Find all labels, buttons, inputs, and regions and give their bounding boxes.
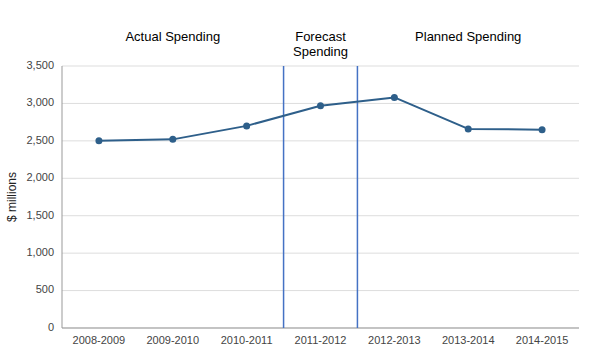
y-tick-label: 3,000 (26, 96, 54, 108)
grid-line (62, 328, 579, 329)
line (99, 97, 542, 140)
grid-line (62, 66, 579, 67)
annotation: ForecastSpending (293, 29, 348, 59)
x-axis: 2008-2009 2009-2010 2010-2011 2011-2012 2012… (73, 334, 569, 346)
reference-line (283, 66, 285, 328)
chart-container: 0 500 1,000 1,500 2,000 2,500 3,000 3,500 2008-2… (0, 0, 595, 362)
y-tick-label: 1,500 (26, 209, 54, 221)
x-tick-label: 2010-2011 (221, 334, 273, 346)
point (169, 136, 176, 143)
y-axis-line (62, 66, 63, 328)
point (317, 102, 324, 109)
y-axis-label: $ millions (5, 172, 19, 222)
grid-line (62, 178, 579, 179)
grid-line (62, 215, 579, 216)
x-tick-label: 2009-2010 (146, 334, 199, 346)
annotation: Actual Spending (125, 29, 220, 44)
y-tick-label: 1,000 (26, 246, 54, 258)
x-tick-label: 2008-2009 (73, 334, 126, 346)
plot-area (95, 66, 545, 328)
y-axis: 0 500 1,000 1,500 2,000 2,500 3,000 3,500 (26, 59, 579, 333)
reference-line (357, 66, 359, 328)
grid-line (62, 253, 579, 254)
y-tick-label: 2,500 (26, 134, 54, 146)
y-tick-label: 0 (48, 321, 54, 333)
x-tick-label: 2011-2012 (295, 334, 347, 346)
point (465, 125, 472, 132)
point (539, 126, 546, 133)
x-tick-label: 2013-2014 (442, 334, 495, 346)
chart: 0 500 1,000 1,500 2,000 2,500 3,000 3,500 2008-2… (0, 0, 595, 362)
grid-line (62, 290, 579, 291)
point (95, 137, 102, 144)
x-tick-label: 2014-2015 (516, 334, 569, 346)
annotations: Actual Spending ForecastSpending Planned S… (125, 29, 521, 59)
annotation: Planned Spending (415, 29, 521, 44)
x-axis-line (62, 328, 579, 329)
y-tick-label: 3,500 (26, 59, 54, 71)
y-tick-label: 500 (36, 283, 54, 295)
x-tick-label: 2012-2013 (368, 334, 421, 346)
point (243, 122, 250, 129)
point (391, 94, 398, 101)
y-tick-label: 2,000 (26, 171, 54, 183)
